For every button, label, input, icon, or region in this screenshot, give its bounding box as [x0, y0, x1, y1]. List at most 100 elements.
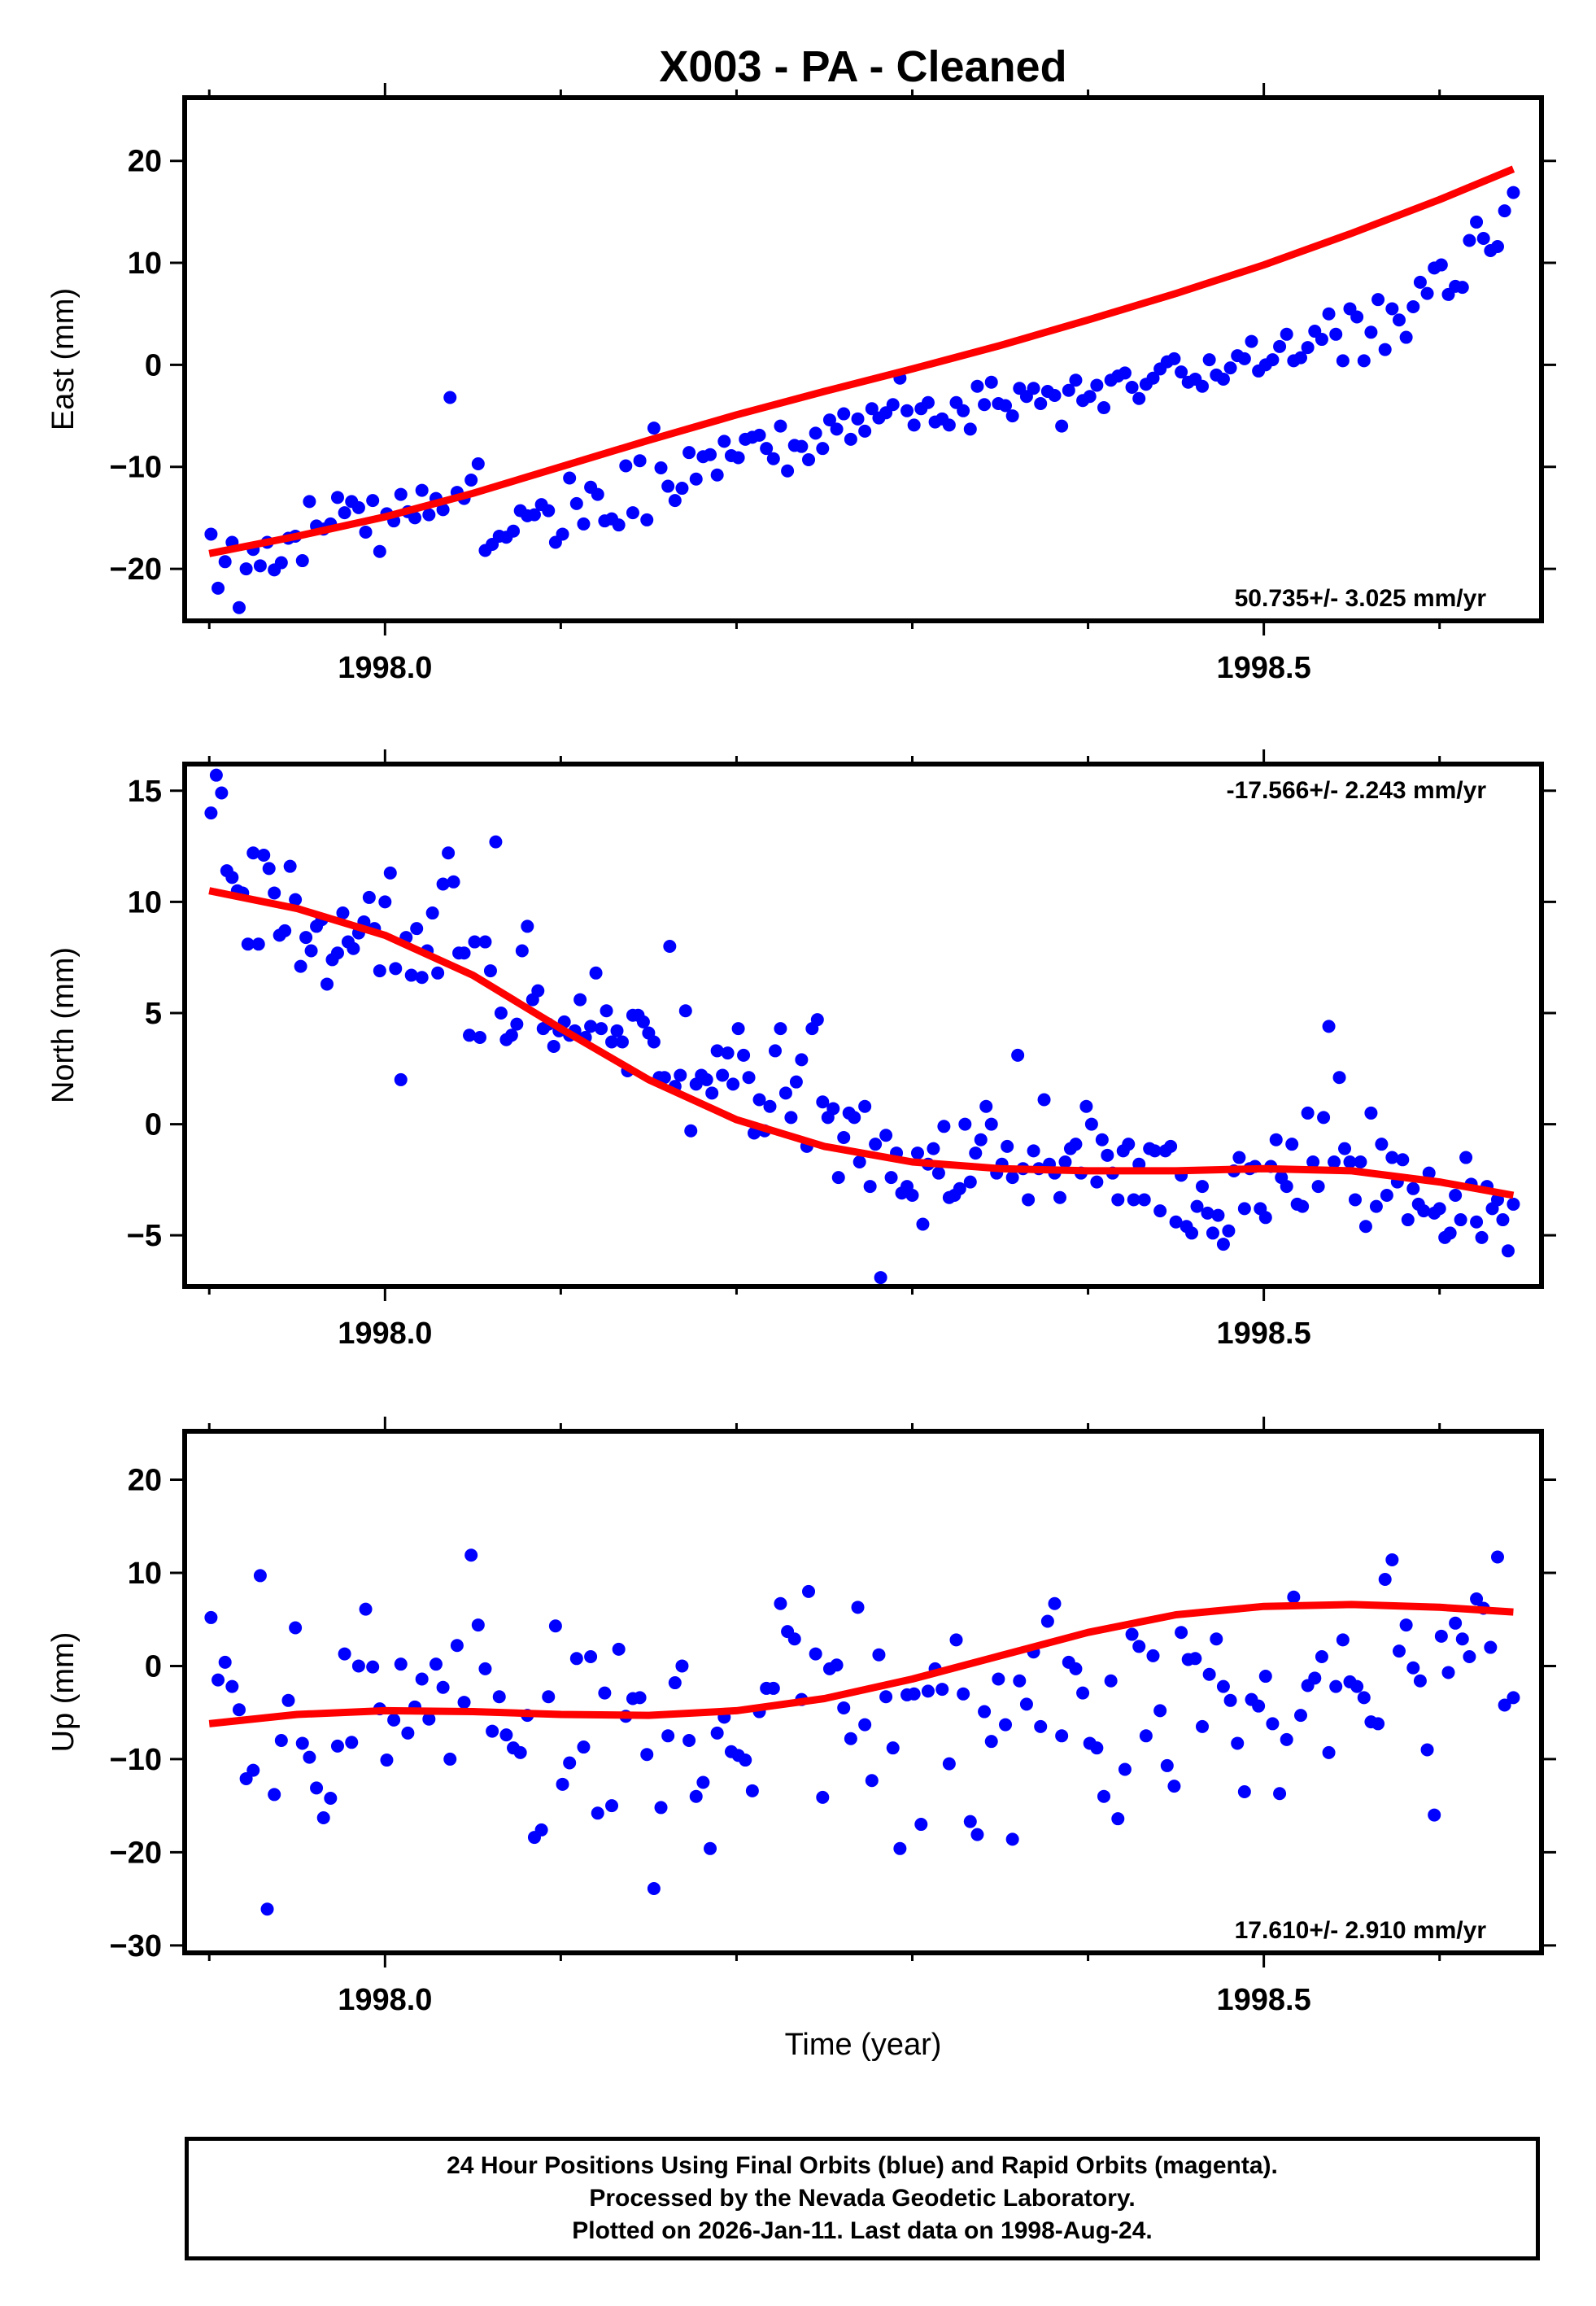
data-point [401, 1726, 415, 1740]
data-point [569, 496, 583, 510]
data-point [678, 1004, 692, 1018]
data-point [682, 1734, 696, 1748]
data-point [1005, 409, 1019, 423]
data-point [978, 398, 992, 412]
data-point [914, 1818, 928, 1832]
data-point [927, 1142, 940, 1155]
data-point [822, 413, 836, 427]
data-point [471, 456, 485, 470]
data-point [1058, 1155, 1072, 1169]
data-point [784, 1111, 798, 1125]
data-point [531, 984, 545, 998]
y-tick-label: 10 [128, 247, 162, 281]
data-point [351, 500, 365, 514]
data-point [1343, 1155, 1357, 1169]
velocity-rate-label: -17.566+/- 2.243 mm/yr [1227, 777, 1487, 804]
data-point [1422, 1166, 1436, 1180]
data-point [1357, 1691, 1371, 1705]
data-point [682, 446, 696, 460]
data-point [1507, 186, 1520, 199]
data-point [321, 977, 334, 991]
y-tick-label: −20 [110, 1836, 162, 1870]
data-point [963, 422, 977, 436]
data-point [1443, 1226, 1457, 1240]
data-point [283, 859, 297, 873]
chart-title: X003 - PA - Cleaned [659, 42, 1066, 91]
data-point [816, 1095, 830, 1109]
data-point [865, 1774, 879, 1788]
data-point [218, 1655, 232, 1669]
data-point [422, 1712, 436, 1726]
data-point [661, 479, 675, 493]
data-point [389, 962, 403, 976]
data-point [1507, 1691, 1520, 1705]
panel-up: 1998.0 1998.5 −30 −20 −10 0 10 20 Up (mm) 17.610+… [46, 1417, 1556, 2017]
data-point [1332, 1071, 1346, 1085]
data-point [232, 601, 246, 614]
data-point [907, 418, 921, 432]
data-point [330, 1739, 344, 1753]
data-point [1132, 391, 1146, 405]
data-point [1237, 1784, 1251, 1798]
data-point [663, 940, 677, 954]
data-point [303, 495, 316, 509]
data-point [253, 1569, 267, 1583]
data-point [556, 527, 569, 541]
y-tick-label: −20 [110, 552, 162, 587]
data-point [802, 1584, 816, 1598]
data-point [504, 1029, 518, 1042]
data-point [415, 483, 429, 497]
data-point [211, 1673, 225, 1687]
data-point [789, 1075, 803, 1089]
y-tick-label: 20 [128, 145, 162, 179]
data-point [1076, 1686, 1090, 1700]
data-point [415, 971, 429, 985]
data-point [1350, 310, 1364, 324]
data-point [1237, 1202, 1251, 1216]
data-point [464, 474, 478, 487]
data-point [204, 527, 218, 541]
data-point [1432, 1202, 1446, 1216]
data-point [1501, 1244, 1515, 1258]
data-point [717, 435, 731, 448]
panel-east: 1998.0 1998.5 −20 −10 0 10 20 East (mm) 50.735+/… [46, 83, 1556, 685]
data-point [1013, 1674, 1027, 1688]
panel-north: 1998.0 1998.5 −5 0 5 10 15 North (mm) -17.566+/-… [46, 749, 1556, 1351]
data-point [573, 993, 587, 1007]
data-point [447, 875, 460, 889]
y-tick-label: 5 [145, 997, 162, 1031]
data-point [1329, 1679, 1343, 1693]
data-point [410, 922, 424, 936]
data-point [999, 1718, 1013, 1732]
data-point [1357, 354, 1371, 368]
data-point [1231, 1736, 1245, 1750]
data-point [1449, 1188, 1463, 1202]
data-point [394, 1072, 408, 1086]
data-point [1385, 1553, 1399, 1566]
footer-line-orbits: 24 Hour Positions Using Final Orbits (bl… [447, 2152, 1278, 2179]
data-point [675, 1659, 689, 1673]
fit-line-north [208, 887, 1515, 1199]
y-tick-label: −10 [110, 451, 162, 485]
data-point [992, 1672, 1005, 1686]
data-point [1097, 1789, 1111, 1803]
data-point [295, 1736, 309, 1750]
data-point [886, 398, 900, 412]
data-point [633, 454, 647, 468]
data-point [731, 451, 745, 465]
data-point [563, 471, 577, 485]
data-point [1083, 390, 1097, 404]
data-point [1459, 1151, 1473, 1164]
y-tick-label: 10 [128, 885, 162, 919]
y-tick-label: −10 [110, 1743, 162, 1777]
data-point [324, 1791, 338, 1805]
data-point [778, 1086, 792, 1100]
data-point [257, 849, 271, 863]
data-point [1211, 1208, 1225, 1222]
panels: 1998.0 1998.5 −20 −10 0 10 20 East (mm) 50.735+/… [46, 83, 1556, 2017]
data-point [450, 1639, 464, 1653]
data-point [1273, 339, 1287, 353]
data-point [774, 419, 787, 433]
data-point [865, 402, 879, 416]
x-axis-label: Time (year) [785, 2028, 942, 2062]
